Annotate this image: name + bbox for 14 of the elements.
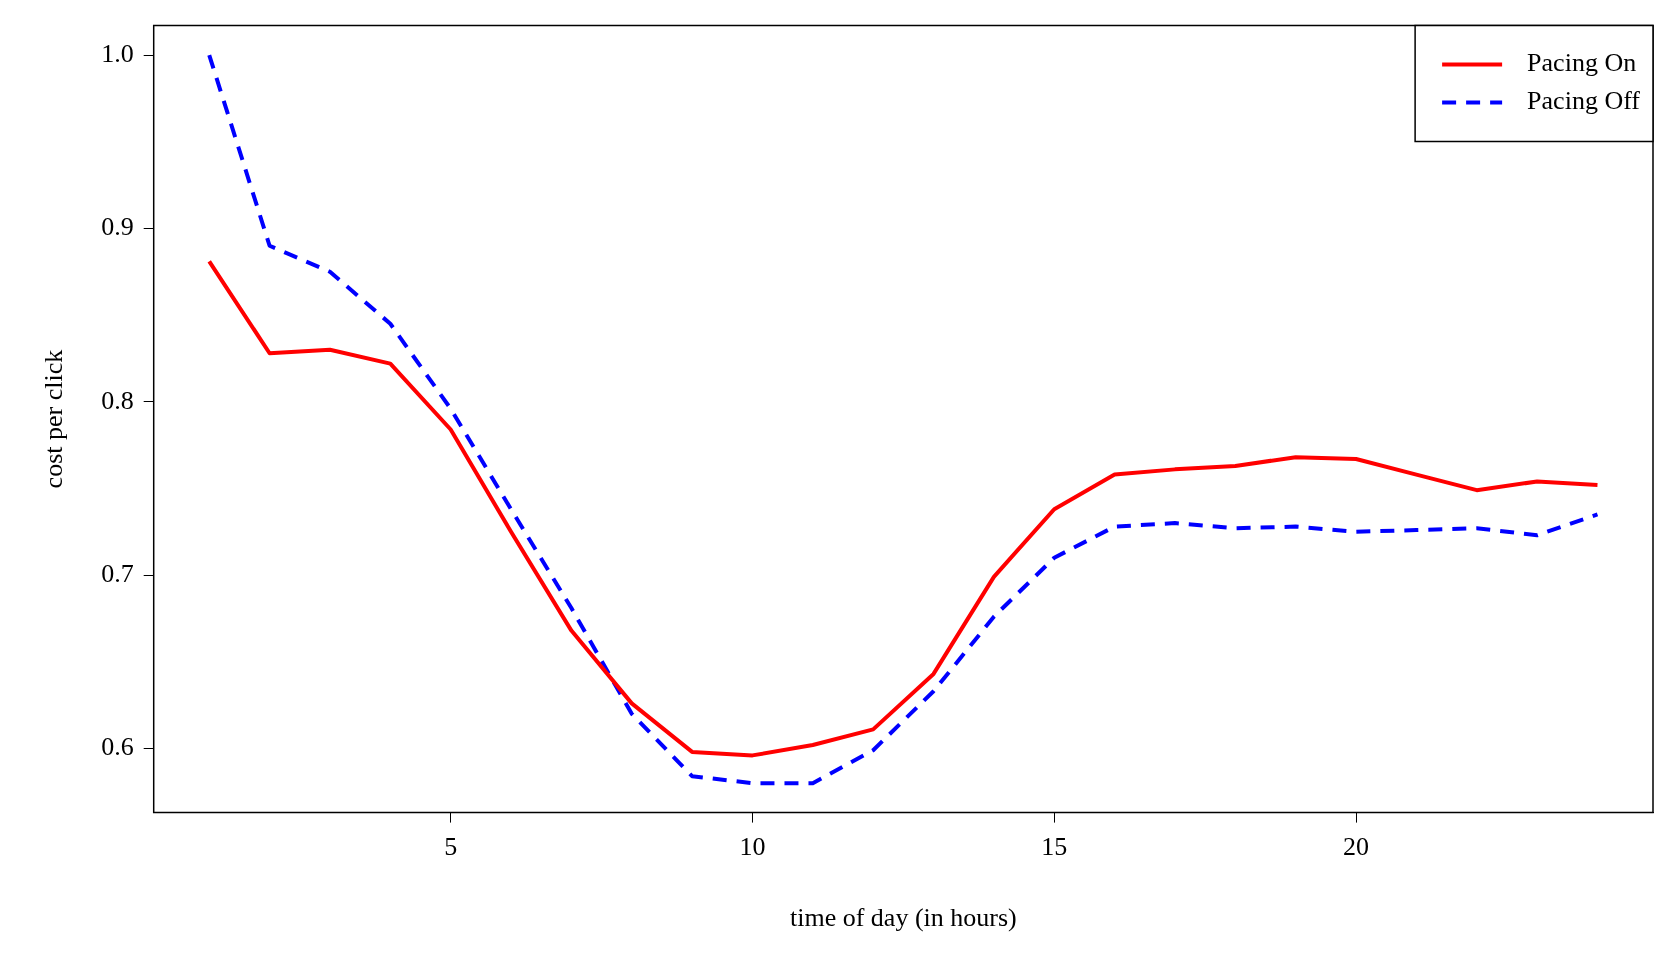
legend-label: Pacing Off [1527, 86, 1641, 116]
x-tick-label: 15 [1041, 832, 1068, 862]
y-tick-label: 0.6 [101, 732, 134, 762]
y-tick-label: 0.8 [101, 385, 134, 415]
x-axis-title: time of day (in hours) [789, 903, 1017, 933]
y-tick-label: 0.7 [101, 558, 134, 588]
x-tick-label: 10 [739, 832, 766, 862]
line-series [207, 53, 1600, 786]
y-tick-label: 1.0 [101, 38, 134, 68]
x-tick-label: 20 [1343, 832, 1370, 862]
x-tick-label: 5 [444, 832, 458, 862]
legend-label: Pacing On [1527, 48, 1637, 78]
y-axis-title: cost per click [39, 349, 69, 489]
y-tick-label: 0.9 [101, 212, 134, 242]
